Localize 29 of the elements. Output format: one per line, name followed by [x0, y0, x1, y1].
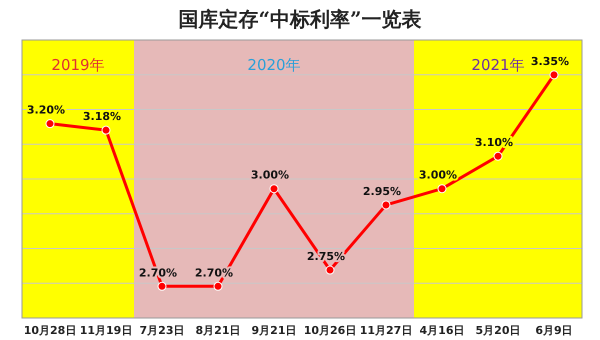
band-label: 2019年 — [51, 56, 105, 74]
point — [550, 70, 558, 80]
point — [438, 184, 446, 194]
x-tick-label: 10月26日 — [304, 324, 356, 337]
data-label: 3.18% — [82, 110, 122, 124]
x-tick-label: 9月21日 — [252, 324, 296, 337]
data-label: 3.00% — [250, 168, 290, 182]
point — [326, 266, 334, 275]
x-tick-label: 7月23日 — [140, 324, 184, 337]
point — [102, 126, 110, 135]
x-tick-label: 10月28日 — [24, 324, 76, 337]
x-tick-label: 11月19日 — [80, 324, 132, 337]
point — [46, 119, 54, 128]
point — [270, 184, 278, 194]
band-label: 2021年 — [471, 56, 525, 74]
data-label: 3.35% — [530, 54, 570, 68]
chart-title: 国库定存“中标利率”一览表 — [178, 7, 422, 31]
point — [382, 200, 390, 210]
x-tick-label: 11月27日 — [360, 324, 412, 337]
x-tick-label: 5月20日 — [476, 324, 520, 337]
x-tick-label: 6月9日 — [535, 324, 573, 337]
band-label: 2020年 — [247, 56, 301, 74]
point — [214, 282, 222, 291]
point — [494, 152, 502, 161]
point — [158, 282, 166, 291]
data-label: 2.95% — [362, 184, 402, 198]
x-tick-label: 8月21日 — [196, 324, 240, 337]
data-label: 3.00% — [418, 168, 458, 182]
x-tick-label: 4月16日 — [420, 324, 464, 337]
